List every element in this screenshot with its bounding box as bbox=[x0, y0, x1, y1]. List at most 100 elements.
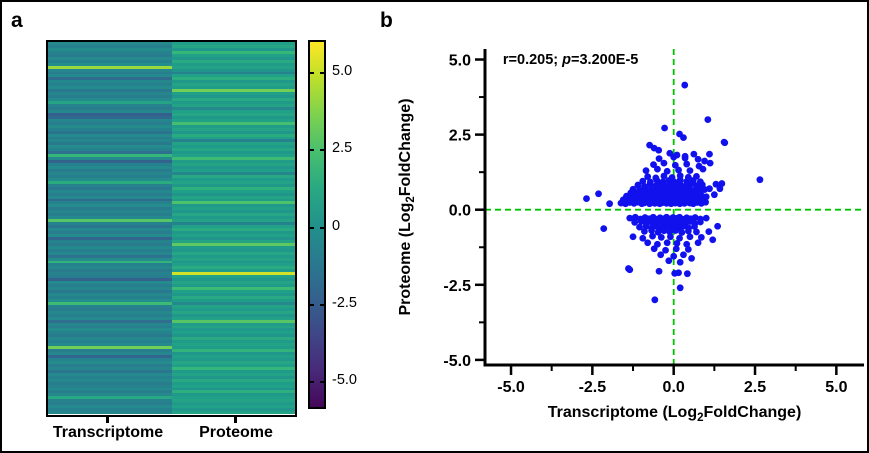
heatmap-cell bbox=[48, 68, 172, 72]
x-axis-title: Transcriptome (Log2FoldChange) bbox=[548, 404, 802, 424]
colorbar-tick-mark bbox=[320, 381, 324, 384]
colorbar-tick-mark bbox=[310, 149, 314, 152]
heatmap-cell bbox=[48, 127, 172, 131]
heatmap-row bbox=[48, 154, 295, 158]
heatmap-cell bbox=[48, 304, 172, 308]
heatmap-cell bbox=[48, 171, 172, 175]
y-axis-tick-label: 2.5 bbox=[449, 128, 471, 145]
scatter-point bbox=[709, 236, 717, 244]
heatmap-row bbox=[48, 44, 295, 48]
scatter-point bbox=[693, 172, 700, 180]
heatmap-cell bbox=[48, 310, 172, 314]
heatmap-cell bbox=[48, 83, 172, 87]
heatmap-cell bbox=[171, 304, 295, 308]
heatmap bbox=[46, 40, 297, 417]
heatmap-row bbox=[48, 80, 295, 84]
heatmap-cell bbox=[171, 228, 295, 231]
heatmap-cell bbox=[171, 216, 295, 220]
heatmap-cell bbox=[171, 219, 295, 223]
heatmap-cell bbox=[171, 343, 295, 347]
heatmap-cell bbox=[171, 293, 295, 296]
heatmap-cell bbox=[171, 65, 295, 69]
heatmap-row bbox=[48, 307, 295, 311]
scatter-point bbox=[606, 200, 613, 208]
heatmap-cell bbox=[48, 316, 172, 320]
scatter-point bbox=[710, 191, 718, 199]
heatmap-row bbox=[48, 89, 295, 93]
heatmap-cell bbox=[171, 112, 295, 116]
heatmap-cell bbox=[48, 236, 172, 240]
heatmap-row bbox=[48, 369, 295, 373]
heatmap-cell bbox=[171, 287, 295, 291]
heatmap-row bbox=[48, 56, 295, 60]
heatmap-cell bbox=[48, 284, 172, 288]
heatmap-cell bbox=[171, 269, 295, 273]
heatmap-cell bbox=[48, 387, 172, 391]
scatter-point bbox=[681, 152, 689, 160]
heatmap-row bbox=[48, 346, 295, 350]
heatmap-cell bbox=[171, 186, 295, 190]
scatter-point bbox=[655, 155, 663, 163]
heatmap-cell bbox=[171, 275, 295, 279]
heatmap-row bbox=[48, 310, 295, 314]
heatmap-cell bbox=[48, 115, 172, 119]
scatter-point bbox=[721, 139, 729, 147]
heatmap-cell bbox=[48, 295, 172, 299]
heatmap-cell bbox=[48, 263, 172, 267]
scatter-point bbox=[642, 167, 650, 175]
heatmap-cell bbox=[48, 124, 172, 128]
scatter-point bbox=[649, 232, 656, 240]
heatmap-row bbox=[48, 177, 295, 181]
heatmap-cell bbox=[171, 139, 295, 143]
colorbar-tick-label: 5.0 bbox=[332, 62, 353, 79]
heatmap-cell bbox=[48, 186, 172, 190]
heatmap-cell bbox=[171, 307, 295, 311]
heatmap-row bbox=[48, 233, 295, 237]
x-axis-tick-label: 2.5 bbox=[744, 379, 766, 396]
heatmap-cell bbox=[171, 136, 295, 140]
scatter-point bbox=[634, 181, 642, 189]
heatmap-cell bbox=[171, 357, 295, 361]
heatmap-cell bbox=[48, 89, 172, 93]
scatter-point bbox=[671, 269, 679, 277]
scatter-point bbox=[683, 240, 691, 248]
heatmap-row bbox=[48, 168, 295, 172]
heatmap-cell bbox=[171, 301, 295, 305]
y-axis-tick-label: -2.5 bbox=[443, 278, 471, 295]
heatmap-row bbox=[48, 136, 295, 140]
heatmap-column-label-transcriptome: Transcriptome bbox=[52, 424, 164, 441]
scatter-point bbox=[684, 173, 692, 181]
heatmap-cell bbox=[48, 163, 172, 167]
heatmap-cell bbox=[171, 207, 295, 211]
heatmap-row bbox=[48, 408, 295, 412]
heatmap-row bbox=[48, 396, 295, 400]
heatmap-cell bbox=[171, 245, 295, 249]
scatter-point bbox=[659, 178, 667, 186]
colorbar-tick-label: -5.0 bbox=[332, 372, 357, 389]
scatter-point bbox=[683, 270, 691, 278]
heatmap-cell bbox=[171, 239, 295, 243]
heatmap-cell bbox=[48, 372, 172, 376]
heatmap-row bbox=[48, 231, 295, 234]
heatmap-cell bbox=[48, 157, 172, 161]
heatmap-cell bbox=[171, 171, 295, 175]
heatmap-cell bbox=[171, 233, 295, 237]
heatmap-cell bbox=[171, 198, 295, 202]
heatmap-cell bbox=[171, 121, 295, 125]
scatter-point bbox=[626, 214, 634, 222]
scatter-point bbox=[655, 267, 663, 275]
y-axis-title: Proteome (Log2FoldChange) bbox=[397, 98, 417, 315]
y-axis-tick-label: -5.0 bbox=[443, 353, 471, 370]
heatmap-cell bbox=[48, 399, 172, 403]
heatmap-cell bbox=[48, 272, 172, 276]
heatmap-cell bbox=[48, 168, 172, 172]
heatmap-row bbox=[48, 313, 295, 317]
colorbar-tick-mark bbox=[310, 381, 314, 384]
scatter-point bbox=[706, 185, 713, 193]
heatmap-row bbox=[48, 328, 295, 332]
heatmap-cell bbox=[171, 387, 295, 391]
heatmap-row bbox=[48, 260, 295, 264]
heatmap-row bbox=[48, 83, 295, 87]
heatmap-cell bbox=[48, 298, 172, 302]
heatmap-cell bbox=[48, 266, 172, 270]
